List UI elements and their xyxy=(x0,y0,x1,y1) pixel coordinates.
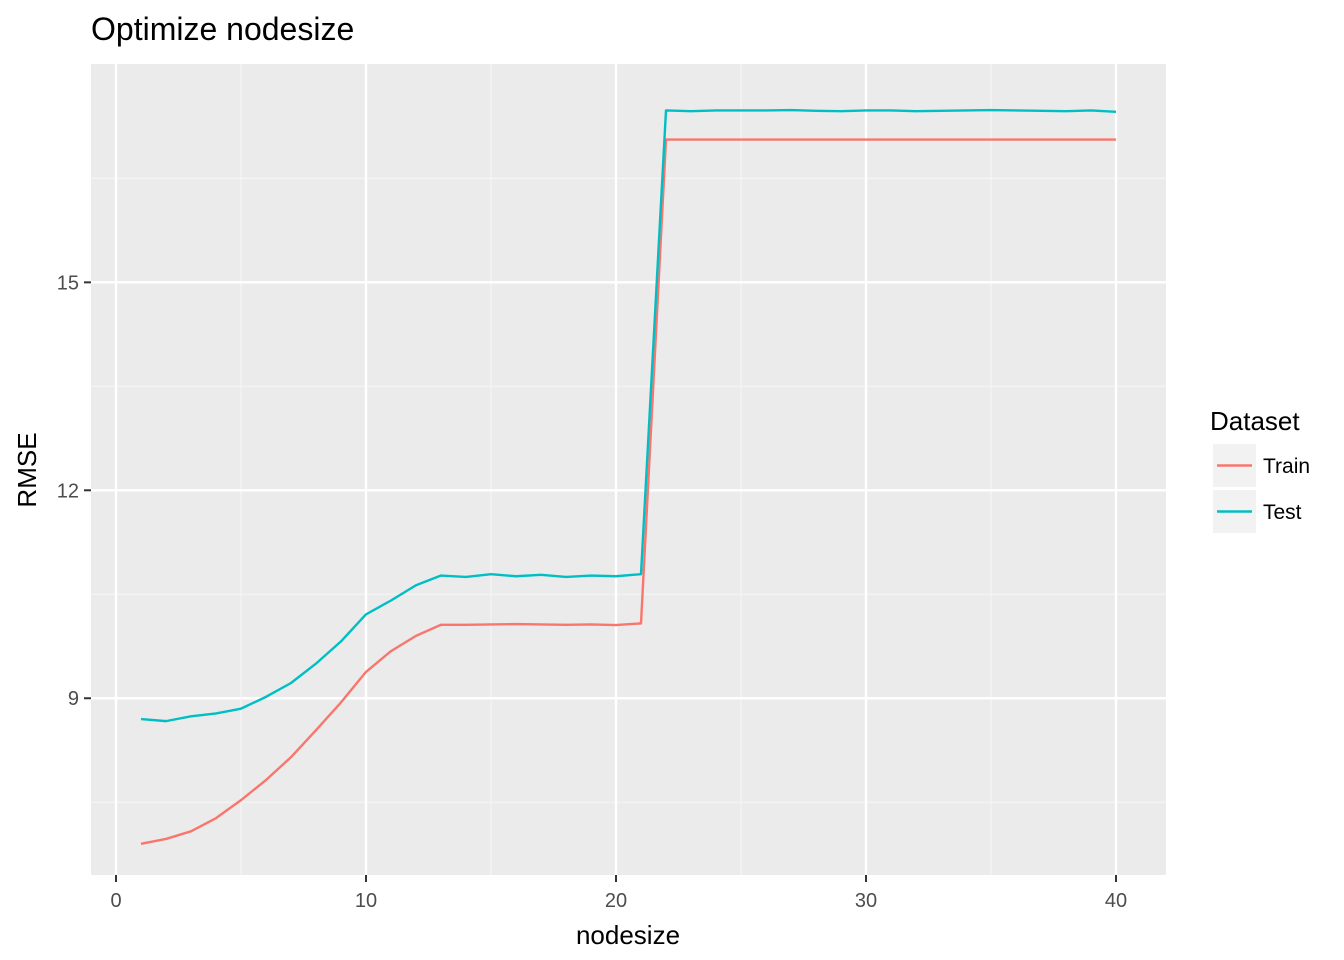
grid-major xyxy=(91,64,1166,875)
legend-label-test: Test xyxy=(1263,501,1302,524)
series-line-train xyxy=(140,138,1116,845)
x-tick-label-0: 0 xyxy=(110,890,121,912)
y-tick-label-1: 12 xyxy=(57,480,79,502)
series-layer xyxy=(140,108,1117,845)
legend: Dataset Train Test xyxy=(1210,406,1310,533)
y-tick-label-2: 15 xyxy=(57,272,79,294)
y-axis: 9 12 15 xyxy=(57,272,91,710)
x-tick-label-3: 30 xyxy=(855,890,877,912)
y-axis-title: RMSE xyxy=(12,432,42,507)
grid-minor xyxy=(91,64,1166,875)
legend-title: Dataset xyxy=(1210,406,1300,436)
plot-panel xyxy=(91,64,1166,875)
y-tick-label-0: 9 xyxy=(68,688,79,710)
x-axis: 0 10 20 30 40 xyxy=(110,875,1127,912)
series-line-test xyxy=(140,108,1117,723)
x-tick-label-4: 40 xyxy=(1105,890,1127,912)
x-tick-label-2: 20 xyxy=(605,890,627,912)
x-tick-label-1: 10 xyxy=(355,890,377,912)
x-axis-title: nodesize xyxy=(576,920,680,950)
legend-label-train: Train xyxy=(1263,455,1310,478)
chart-title: Optimize nodesize xyxy=(91,11,354,47)
